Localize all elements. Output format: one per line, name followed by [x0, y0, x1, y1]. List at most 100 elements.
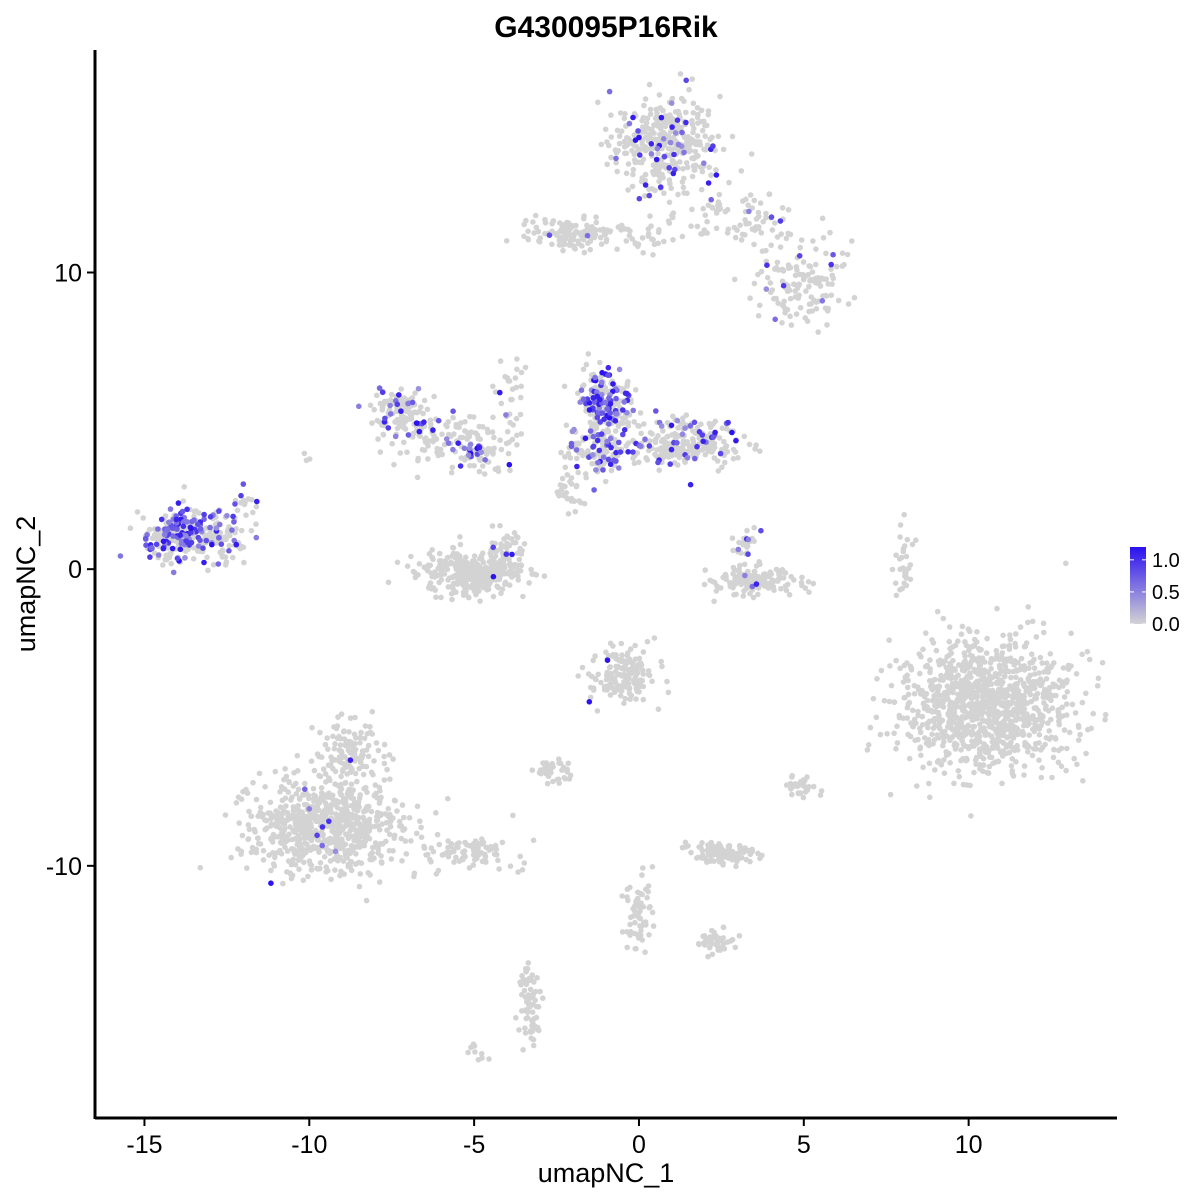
cell-point: [686, 142, 693, 148]
cell-point: [698, 107, 705, 114]
cell-point: [672, 109, 679, 115]
cell-point: [748, 573, 754, 579]
cell-point: [381, 741, 388, 748]
cell-point: [369, 850, 376, 856]
cell-point: [417, 818, 423, 824]
cell-point: [373, 392, 380, 399]
cell-point: [1025, 619, 1031, 626]
cell-point: [768, 242, 774, 248]
cell-point: [498, 446, 505, 453]
cell-point: [1013, 759, 1019, 765]
cell-point: [698, 186, 705, 193]
cell-point: [513, 384, 520, 391]
cell-point: [509, 396, 515, 403]
cell-point: [775, 576, 781, 583]
cell-point: [940, 699, 946, 706]
cell-point: [755, 209, 762, 216]
cell-point: [347, 863, 354, 870]
cell-point: [1027, 691, 1034, 698]
cell-point: [981, 729, 988, 735]
cell-point: [946, 638, 953, 645]
cell-point: [567, 455, 574, 461]
cell-point: [457, 534, 463, 540]
cell-point: [542, 230, 548, 237]
cell-point: [947, 716, 954, 723]
cell-point: [721, 946, 728, 952]
cell-point: [1088, 725, 1094, 732]
cell-point: [680, 419, 686, 426]
cell-point: [637, 890, 644, 897]
cell-point: [924, 662, 931, 669]
cell-point: [953, 702, 960, 709]
cell-point: [441, 565, 448, 571]
cell-point: [907, 663, 914, 670]
cell-point: [438, 594, 444, 601]
cell-point: [729, 133, 736, 140]
cell-point: [675, 451, 681, 458]
cell-point: [986, 747, 992, 754]
cell-point: [589, 224, 595, 230]
cell-point: [520, 1047, 526, 1053]
cell-point: [900, 548, 907, 555]
cell-point: [1032, 671, 1038, 677]
cell-point: [708, 196, 714, 203]
cell-point: [387, 818, 394, 825]
cell-point: [401, 439, 407, 446]
cell-point: [372, 782, 379, 788]
cell-point: [988, 681, 995, 687]
cell-point: [798, 237, 805, 243]
cell-point: [655, 459, 661, 466]
cell-point: [938, 672, 944, 679]
cell-point: [636, 655, 643, 662]
cell-point: [630, 455, 636, 462]
cell-point: [332, 832, 339, 838]
cell-point: [971, 743, 977, 749]
cell-point: [378, 853, 384, 859]
cell-point: [630, 449, 636, 455]
cell-point: [746, 208, 752, 215]
cell-point: [603, 238, 610, 245]
cell-point: [331, 745, 338, 752]
cell-point: [716, 191, 723, 198]
cell-point: [637, 923, 643, 929]
cell-point: [669, 432, 675, 438]
cell-point: [926, 780, 932, 787]
cell-point: [632, 919, 638, 926]
cell-point: [594, 389, 600, 395]
cell-point: [239, 832, 246, 839]
cell-point: [730, 547, 736, 554]
cell-point: [497, 358, 504, 364]
cell-point: [767, 582, 773, 588]
cell-point: [608, 444, 614, 451]
cell-point: [248, 813, 255, 819]
cell-point: [479, 1055, 485, 1061]
cell-point: [915, 708, 921, 715]
cell-point: [691, 419, 698, 426]
cell-point: [640, 683, 646, 690]
cell-point: [710, 852, 716, 858]
cell-point: [434, 831, 441, 838]
cell-point: [495, 584, 502, 591]
cell-point: [806, 263, 812, 269]
cell-point: [149, 535, 156, 541]
cell-point: [665, 440, 672, 447]
cell-point: [896, 712, 903, 719]
cell-point: [450, 446, 456, 453]
cell-point: [823, 276, 829, 282]
cell-point: [960, 707, 966, 714]
cell-point: [959, 737, 965, 743]
cell-point: [525, 992, 532, 998]
cell-point: [356, 883, 363, 890]
cell-point: [333, 798, 340, 804]
cell-point: [530, 219, 536, 225]
cell-point: [733, 863, 739, 870]
cell-point: [414, 474, 421, 481]
cell-point: [884, 731, 890, 737]
cell-point: [725, 419, 731, 426]
cell-point: [959, 686, 966, 693]
cell-point: [607, 410, 613, 416]
cell-point: [482, 851, 488, 858]
cell-point: [348, 781, 355, 787]
cell-point: [506, 378, 513, 384]
cell-point: [369, 731, 376, 737]
